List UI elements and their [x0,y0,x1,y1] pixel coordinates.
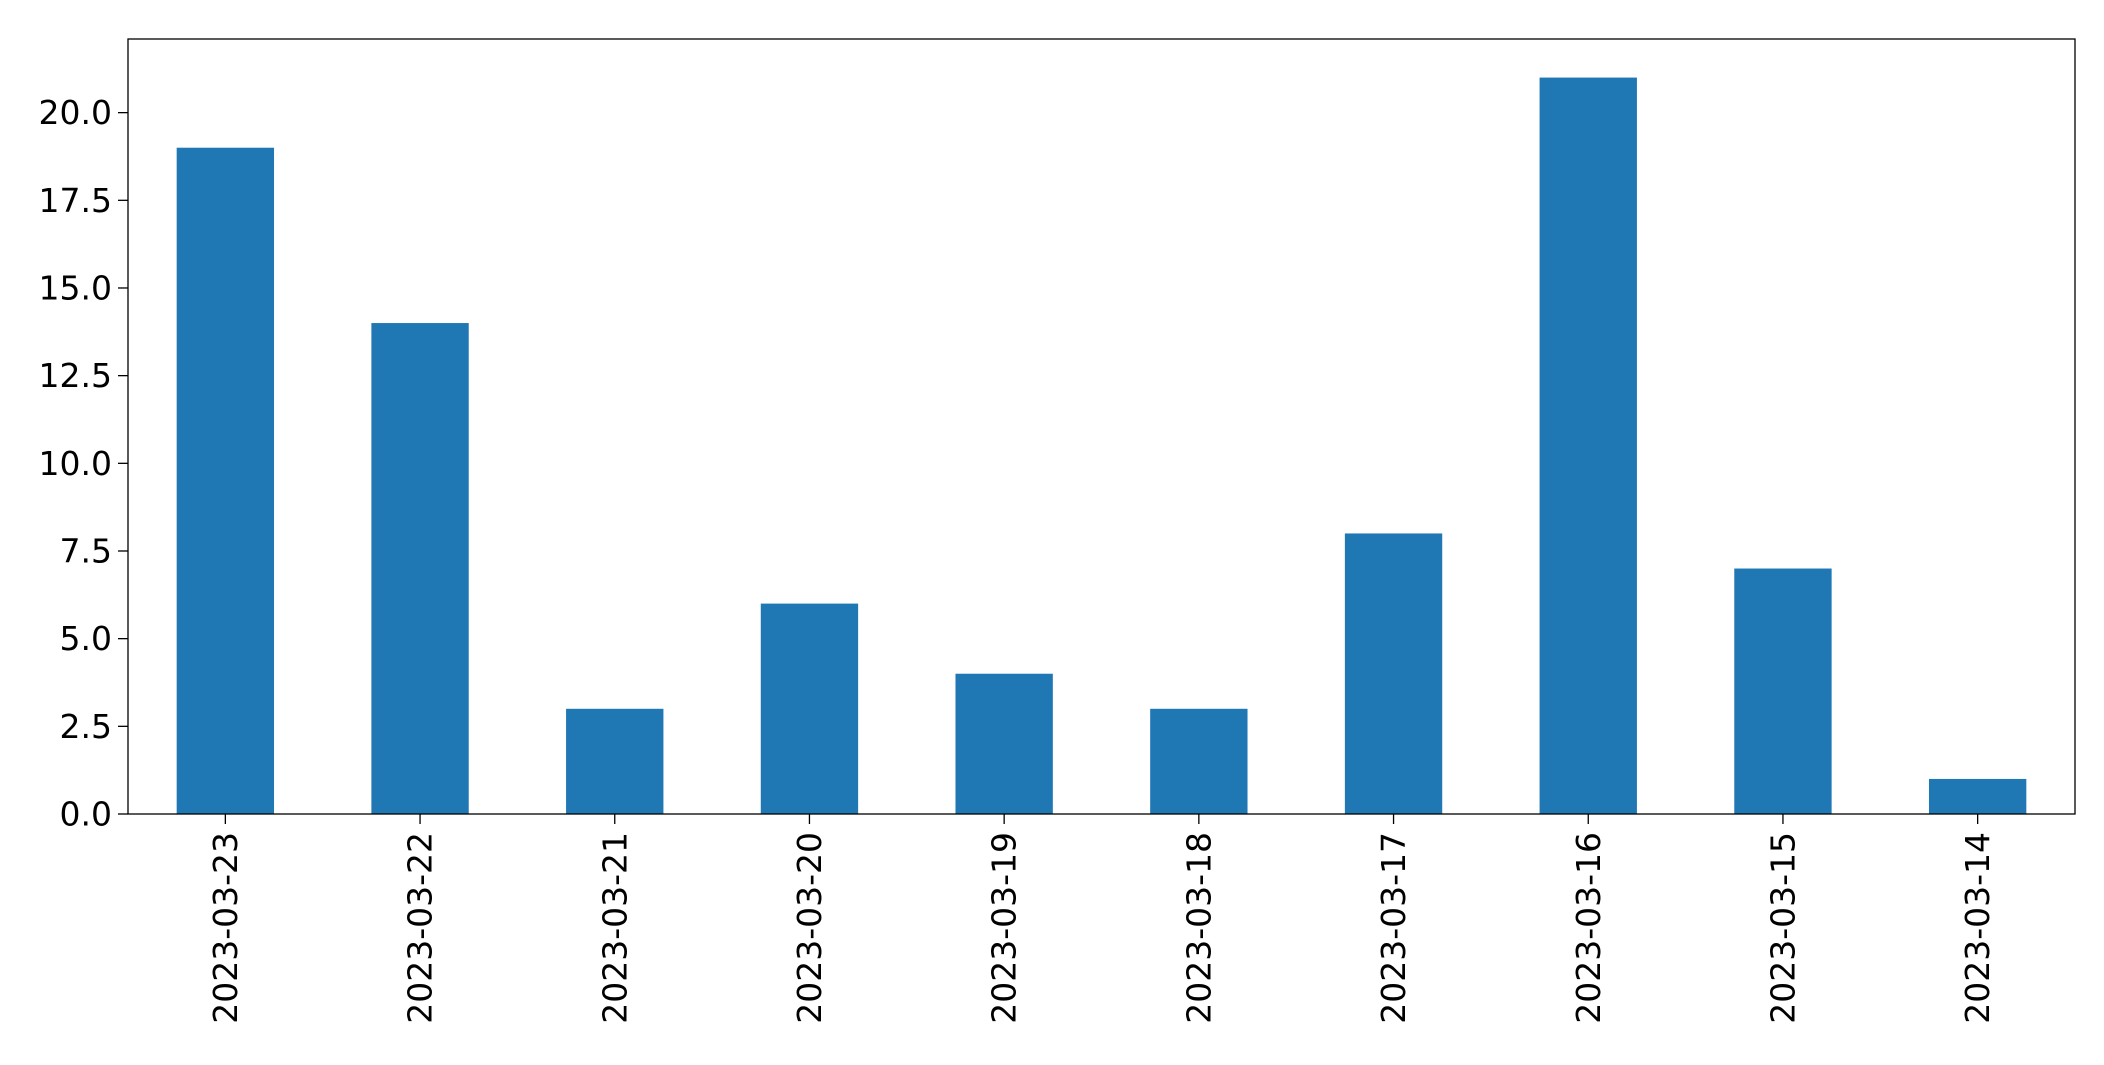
x-tick-label: 2023-03-14 [1958,832,1997,1024]
bar-2023-03-21 [566,708,664,814]
plot-frame [127,38,2076,815]
bar-2023-03-22 [371,323,469,814]
bar-2023-03-23 [176,147,275,815]
y-tick-label: 0.0 [60,795,112,834]
y-tick-label: 17.5 [39,181,112,220]
y-tick-label: 15.0 [39,268,112,307]
y-axis: 0.0 2.5 5.0 7.5 10.0 12.5 15.0 17.5 20.0 [39,93,128,834]
bar-2023-03-14 [1928,778,2027,814]
y-tick-label: 7.5 [60,531,112,570]
bar-2023-03-16 [1539,77,1637,815]
x-tick-label: 2023-03-17 [1374,832,1413,1024]
y-tick-label: 2.5 [60,707,112,746]
bar-2023-03-20 [760,603,859,814]
x-tick-label: 2023-03-22 [401,832,440,1024]
x-tick-label: 2023-03-16 [1569,832,1608,1024]
y-tick-label: 5.0 [60,619,112,658]
x-tick-label: 2023-03-20 [790,832,829,1024]
bar-2023-03-19 [955,673,1053,814]
bars-layer [176,77,2027,815]
x-tick-label: 2023-03-15 [1763,832,1802,1024]
y-tick-label: 10.0 [39,444,112,483]
y-tick-label: 12.5 [39,356,112,395]
bar-2023-03-18 [1150,708,1248,814]
x-tick-label: 2023-03-18 [1179,832,1218,1024]
bar-2023-03-17 [1344,533,1443,814]
x-tick-label: 2023-03-19 [985,832,1024,1024]
x-tick-label: 2023-03-21 [595,832,634,1024]
y-tick-label: 20.0 [39,93,112,132]
bar-2023-03-15 [1734,568,1832,814]
x-axis: 2023-03-23 2023-03-22 2023-03-21 2023-03-20… [206,814,1997,1024]
x-tick-label: 2023-03-23 [206,832,245,1024]
